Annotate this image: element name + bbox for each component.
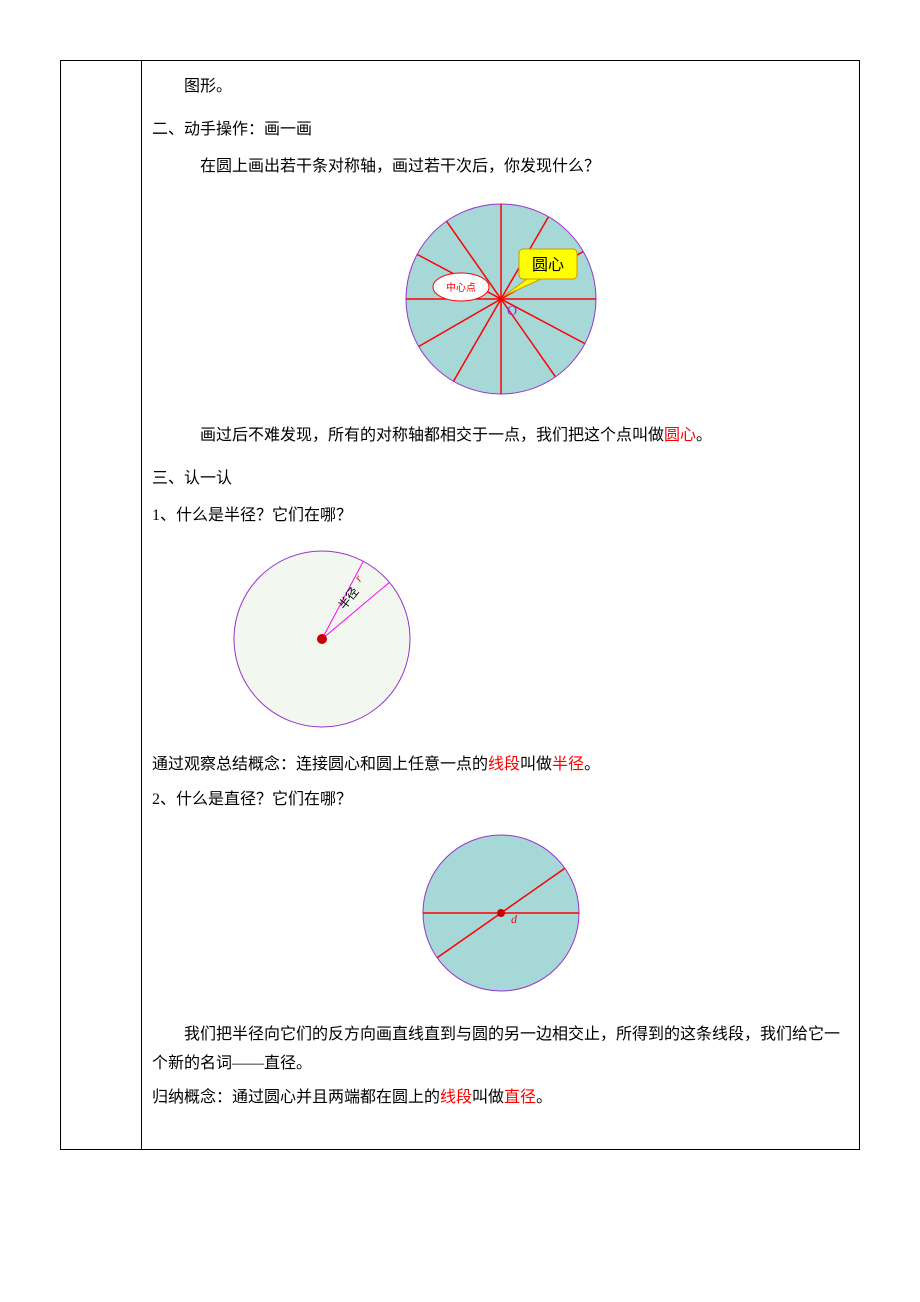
text-span: 。 [696, 427, 712, 444]
section-2-title: 二、动手操作：画一画 [152, 116, 849, 145]
section-3-title: 三、认一认 [152, 465, 849, 494]
right-column: 图形。 二、动手操作：画一画 在圆上画出若干条对称轴，画过若干次后，你发现什么？… [142, 61, 859, 1149]
q1-conclusion: 通过观察总结概念：连接圆心和圆上任意一点的线段叫做半径。 [152, 751, 849, 780]
highlight-banjing: 半径 [552, 756, 584, 773]
circle-center-diagram: 中心点 圆心 O [371, 191, 631, 401]
text-span: 通过观察总结概念：连接圆心和圆上任意一点的 [152, 756, 488, 773]
question-2: 2、什么是直径？它们在哪？ [152, 786, 849, 815]
highlight-yuanxin: 圆心 [664, 427, 696, 444]
text-span: 归纳概念：通过圆心并且两端都在圆上的 [152, 1089, 440, 1106]
left-column [61, 61, 142, 1149]
figure-1: 中心点 圆心 O [152, 191, 849, 412]
section-2-conclusion: 画过后不难发现，所有的对称轴都相交于一点，我们把这个点叫做圆心。 [152, 422, 849, 451]
text-span: 。 [536, 1089, 552, 1106]
highlight-xianduan: 线段 [488, 756, 520, 773]
highlight-zhijing: 直径 [504, 1089, 536, 1106]
content-frame: 图形。 二、动手操作：画一画 在圆上画出若干条对称轴，画过若干次后，你发现什么？… [60, 60, 860, 1150]
page: 图形。 二、动手操作：画一画 在圆上画出若干条对称轴，画过若干次后，你发现什么？… [0, 0, 920, 1302]
svg-text:中心点: 中心点 [446, 281, 476, 294]
svg-text:O: O [507, 304, 517, 319]
frame-row: 图形。 二、动手操作：画一画 在圆上画出若干条对称轴，画过若干次后，你发现什么？… [61, 61, 859, 1149]
figure-3: d [152, 825, 849, 1011]
section-2-instruction: 在圆上画出若干条对称轴，画过若干次后，你发现什么？ [152, 153, 849, 182]
text-span: 画过后不难发现，所有的对称轴都相交于一点，我们把这个点叫做 [200, 427, 664, 444]
figure-2: 半径r [152, 541, 849, 742]
text-span: 叫做 [520, 756, 552, 773]
q2-conclusion: 归纳概念：通过圆心并且两端都在圆上的线段叫做直径。 [152, 1084, 849, 1113]
question-1: 1、什么是半径？它们在哪？ [152, 502, 849, 531]
highlight-xianduan-2: 线段 [440, 1089, 472, 1106]
text-span: 。 [584, 756, 600, 773]
text-span: 叫做 [472, 1089, 504, 1106]
line-shapes: 图形。 [152, 73, 849, 102]
svg-text:d: d [511, 912, 518, 926]
circle-diameter-diagram: d [401, 825, 601, 1000]
q2-paragraph: 我们把半径向它们的反方向画直线直到与圆的另一边相交止，所得到的这条线段，我们给它… [152, 1021, 849, 1079]
svg-text:圆心: 圆心 [531, 256, 563, 274]
circle-radius-diagram: 半径r [222, 541, 422, 731]
